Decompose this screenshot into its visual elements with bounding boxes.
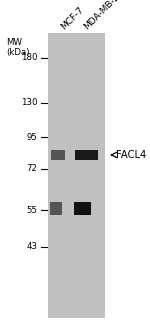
- Text: 72: 72: [27, 164, 38, 173]
- Text: MW
(kDa): MW (kDa): [6, 38, 30, 57]
- Bar: [75, 150, 98, 160]
- Bar: [48, 33, 105, 318]
- Text: 55: 55: [27, 206, 38, 215]
- Text: 130: 130: [21, 98, 38, 107]
- Bar: [51, 150, 65, 160]
- Text: MDA-MB-231: MDA-MB-231: [82, 0, 129, 31]
- Text: FACL4: FACL4: [116, 150, 147, 160]
- Bar: [50, 202, 61, 215]
- Text: 43: 43: [27, 242, 38, 251]
- Text: 180: 180: [21, 53, 38, 63]
- Text: MCF-7: MCF-7: [59, 5, 85, 31]
- Text: 95: 95: [27, 133, 38, 142]
- Bar: [74, 202, 91, 215]
